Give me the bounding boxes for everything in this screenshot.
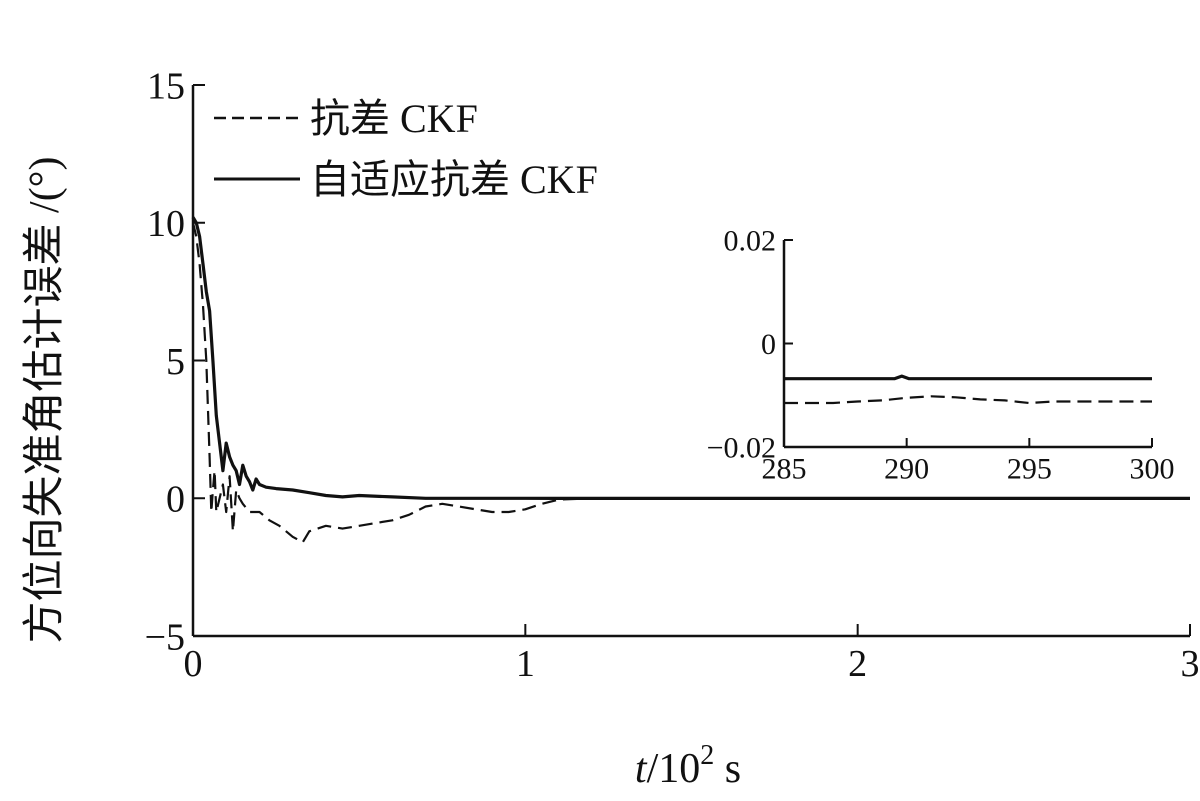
inset-y-tick-label: 0 bbox=[761, 328, 776, 361]
inset-plot: −0.02 0 0.02 285 290 295 300 bbox=[707, 225, 1175, 486]
inset-y-tick-label: 0.02 bbox=[724, 225, 777, 258]
inset-ticks: −0.02 0 0.02 285 290 295 300 bbox=[707, 225, 1175, 486]
x-axis-label-var: t bbox=[635, 746, 648, 792]
main-series-line-robust-ckf bbox=[191, 222, 1024, 544]
y-axis-label: 方位向失准角估计误差 /(°) bbox=[21, 157, 68, 644]
main-x-tick-label: 0 bbox=[184, 643, 203, 685]
inset-y-tick-label: −0.02 bbox=[707, 432, 776, 465]
main-x-tick-label: 1 bbox=[516, 643, 535, 685]
main-series-line-adaptive-robust-ckf bbox=[191, 216, 1190, 500]
inset-series-line-robust-ckf bbox=[784, 395, 1152, 405]
inset-x-tick-label: 295 bbox=[1007, 453, 1052, 486]
inset-series-line-adaptive-robust-ckf bbox=[784, 374, 1152, 381]
x-axis-label-scale: /10 bbox=[647, 746, 701, 792]
legend: 抗差 CKF 自适应抗差 CKF bbox=[214, 96, 598, 202]
main-x-tick-label: 2 bbox=[848, 643, 867, 685]
x-axis-label-unit: s bbox=[714, 746, 741, 792]
main-series bbox=[191, 216, 1190, 544]
legend-label-adaptive-robust-ckf: 自适应抗差 CKF bbox=[310, 157, 598, 202]
inset-axes bbox=[782, 240, 1152, 449]
main-y-tick-label: −5 bbox=[145, 616, 185, 658]
inset-x-tick-label: 300 bbox=[1130, 453, 1175, 486]
legend-label-robust-ckf: 抗差 CKF bbox=[310, 96, 478, 141]
x-axis-label: t/102 s bbox=[635, 740, 741, 792]
inset-x-tick-label: 285 bbox=[762, 453, 807, 486]
main-y-tick-label: 15 bbox=[147, 65, 185, 107]
inset-series bbox=[784, 374, 1152, 405]
inset-x-tick-label: 290 bbox=[884, 453, 929, 486]
main-x-tick-label: 3 bbox=[1181, 643, 1200, 685]
main-y-tick-label: 0 bbox=[166, 479, 185, 521]
main-y-tick-label: 10 bbox=[147, 203, 185, 245]
x-axis-label-exp: 2 bbox=[700, 740, 714, 771]
main-y-tick-label: 5 bbox=[166, 341, 185, 383]
